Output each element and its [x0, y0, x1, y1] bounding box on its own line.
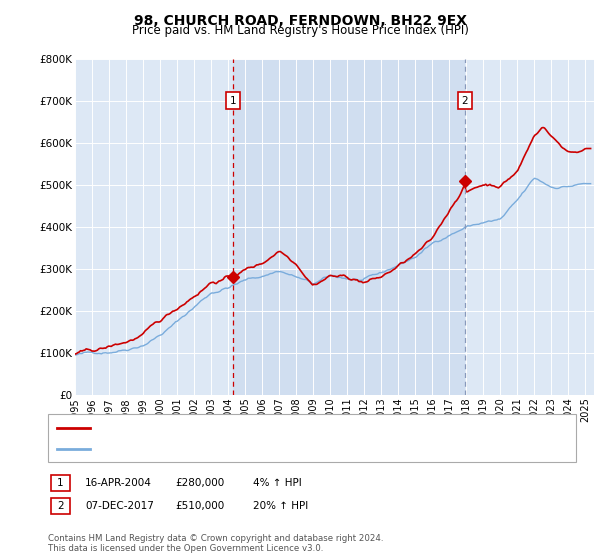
- Text: Price paid vs. HM Land Registry's House Price Index (HPI): Price paid vs. HM Land Registry's House …: [131, 24, 469, 37]
- Bar: [233, 59, 465, 395]
- Text: 98, CHURCH ROAD, FERNDOWN, BH22 9EX: 98, CHURCH ROAD, FERNDOWN, BH22 9EX: [133, 14, 467, 28]
- Text: £280,000: £280,000: [175, 478, 224, 488]
- Text: 20% ↑ HPI: 20% ↑ HPI: [253, 501, 308, 511]
- Text: HPI: Average price, detached house, Dorset: HPI: Average price, detached house, Dors…: [99, 444, 317, 454]
- Text: Contains HM Land Registry data © Crown copyright and database right 2024.
This d: Contains HM Land Registry data © Crown c…: [48, 534, 383, 553]
- Text: £510,000: £510,000: [175, 501, 224, 511]
- Text: 4% ↑ HPI: 4% ↑ HPI: [253, 478, 302, 488]
- Text: 1: 1: [57, 478, 64, 488]
- Text: 2: 2: [462, 96, 469, 106]
- Text: 2: 2: [57, 501, 64, 511]
- Text: 16-APR-2004: 16-APR-2004: [85, 478, 152, 488]
- Text: 1: 1: [230, 96, 236, 106]
- Text: 98, CHURCH ROAD, FERNDOWN, BH22 9EX (detached house): 98, CHURCH ROAD, FERNDOWN, BH22 9EX (det…: [99, 423, 405, 433]
- Text: 07-DEC-2017: 07-DEC-2017: [85, 501, 154, 511]
